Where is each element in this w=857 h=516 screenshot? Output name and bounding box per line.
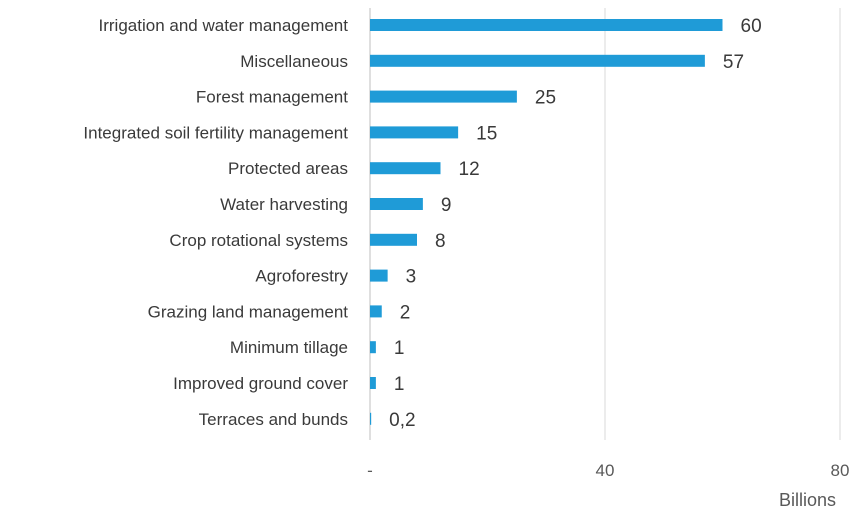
value-label-2: 57 <box>723 52 744 73</box>
value-labels: 60 57 25 15 12 9 83 2 1 1 0,2 <box>389 16 761 431</box>
category-labels: Irrigation and water management Miscellan… <box>83 16 348 429</box>
category-label-11: Improved ground cover <box>173 374 348 393</box>
bar-6 <box>370 198 423 210</box>
category-label-12: Terraces and bunds <box>199 410 348 429</box>
value-label-1: 60 <box>741 16 762 37</box>
category-label-1: Irrigation and water management <box>99 16 349 35</box>
category-label-8: Agroforestry <box>255 267 348 286</box>
bar-11 <box>370 377 376 389</box>
bar-4 <box>370 126 459 139</box>
bar-7 <box>370 233 417 246</box>
x-tick-label-2: 80 <box>831 461 850 480</box>
category-label-5: Protected areas <box>228 159 348 178</box>
bars <box>370 19 723 425</box>
bar-2 <box>370 54 705 67</box>
value-label-6: 9 <box>441 195 452 216</box>
category-label-7: Crop rotational systems <box>169 231 348 250</box>
value-label-9: 2 <box>400 302 411 323</box>
bar-3 <box>370 90 517 103</box>
bar-1 <box>370 19 723 31</box>
value-label-8: 3 <box>406 267 417 288</box>
axis-unit-label: Billions <box>779 490 836 510</box>
category-label-6: Water harvesting <box>220 195 348 214</box>
bar-10 <box>370 341 376 354</box>
x-axis-tick-labels: - 40 80 <box>367 461 849 480</box>
gridlines <box>369 8 841 440</box>
x-tick-label-0: - <box>367 461 373 480</box>
value-label-10: 1 <box>394 338 405 359</box>
bar-9 <box>370 305 382 318</box>
category-label-4: Integrated soil fertility management <box>83 123 348 142</box>
value-label-7: 8 <box>435 231 446 252</box>
value-label-5: 12 <box>459 159 480 180</box>
bar-5 <box>370 162 441 175</box>
x-tick-label-1: 40 <box>596 461 615 480</box>
bar-12 <box>370 412 372 425</box>
value-label-4: 15 <box>476 123 497 144</box>
value-label-3: 25 <box>535 88 556 109</box>
category-label-9: Grazing land management <box>148 302 349 321</box>
category-label-3: Forest management <box>196 88 348 107</box>
bar-8 <box>370 269 388 282</box>
value-label-12: 0,2 <box>389 410 415 431</box>
category-label-10: Minimum tillage <box>230 338 348 357</box>
category-label-2: Miscellaneous <box>240 52 348 71</box>
value-label-11: 1 <box>394 374 405 395</box>
